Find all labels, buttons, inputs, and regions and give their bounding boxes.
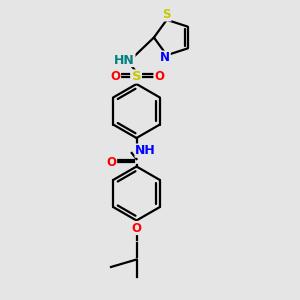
Text: O: O	[131, 221, 142, 235]
Text: S: S	[163, 8, 171, 21]
Text: S: S	[132, 70, 141, 83]
Text: HN: HN	[114, 53, 135, 67]
Text: O: O	[110, 70, 121, 83]
Text: O: O	[106, 155, 117, 169]
Text: N: N	[160, 51, 170, 64]
Text: NH: NH	[135, 144, 156, 157]
Text: O: O	[154, 70, 164, 83]
